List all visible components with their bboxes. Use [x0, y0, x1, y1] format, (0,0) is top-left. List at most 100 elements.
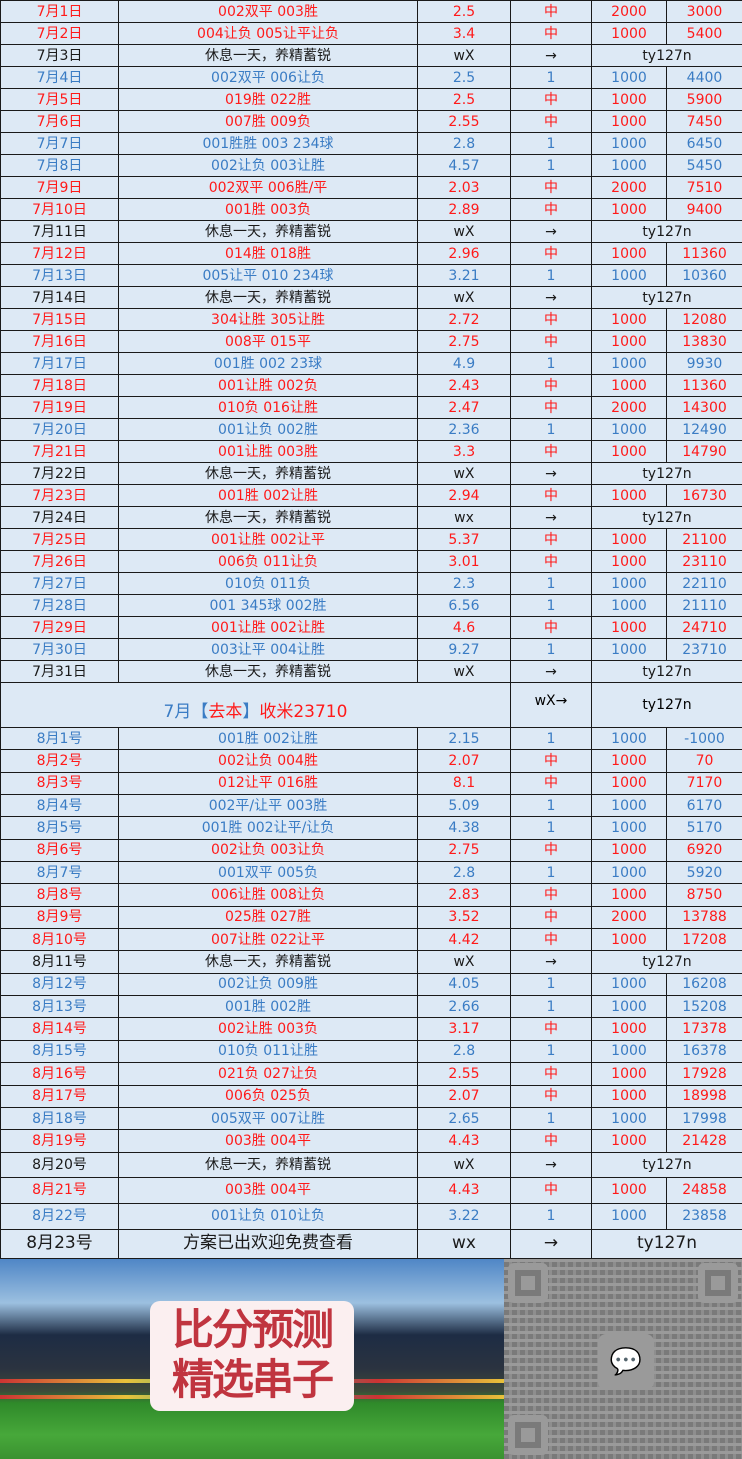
date-cell: 7月5日	[0, 88, 119, 111]
total-cell: 13830	[666, 330, 742, 353]
total-cell: 17208	[666, 928, 742, 952]
date-cell: 7月15日	[0, 308, 119, 331]
stake-cell: 1000	[591, 883, 667, 907]
picks-cell: 008平 015平	[118, 330, 418, 353]
total-cell: 11360	[666, 374, 742, 397]
picks-cell: 006让胜 008让负	[118, 883, 418, 907]
total-cell: 23110	[666, 550, 742, 573]
contact-cell: ty127n	[591, 1228, 742, 1259]
total-cell: 10360	[666, 264, 742, 287]
picks-cell: 001让胜 002让胜	[118, 616, 418, 639]
total-cell: 5450	[666, 154, 742, 177]
result-cell: →	[510, 950, 592, 974]
date-cell: 8月18号	[0, 1106, 119, 1131]
result-cell: →	[510, 660, 592, 683]
contact-cell: ty127n	[591, 950, 742, 974]
contact-cell: ty127n	[591, 462, 742, 485]
result-cell: 1	[510, 861, 592, 885]
stake-cell: 1000	[591, 550, 667, 573]
table-row-win: 7月15日 304让胜 305让胜 2.72 中 1000 12080	[0, 308, 742, 331]
stake-cell: 1000	[591, 110, 667, 133]
result-cell: 中	[510, 1062, 592, 1086]
promo-line-2: 精选串子	[171, 1354, 334, 1404]
stake-cell: 1000	[591, 1084, 667, 1108]
stake-cell: 1000	[591, 1176, 667, 1204]
picks-cell: 007让胜 022让平	[118, 928, 418, 952]
result-cell: 1	[510, 1039, 592, 1064]
result-cell: 1	[510, 816, 592, 840]
odds-cell: 2.36	[417, 418, 511, 441]
picks-cell: 001胜 002 23球	[118, 352, 418, 375]
total-cell: 5920	[666, 861, 742, 885]
total-cell: 21100	[666, 528, 742, 551]
date-cell: 7月1日	[0, 0, 119, 23]
picks-cell: 休息一天，养精蓄锐	[118, 286, 418, 309]
result-cell: 中	[510, 616, 592, 639]
table-row-win: 8月17号 006负 025负 2.07 中 1000 18998	[0, 1084, 742, 1108]
picks-cell: 006负 025负	[118, 1084, 418, 1108]
date-cell: 8月19号	[0, 1129, 119, 1153]
odds-cell: 2.96	[417, 242, 511, 265]
picks-cell: 休息一天，养精蓄锐	[118, 220, 418, 243]
table-row-loss: 8月7号 001双平 005负 2.8 1 1000 5920	[0, 861, 742, 885]
result-cell: 1	[510, 594, 592, 617]
result-cell: 中	[510, 1017, 592, 1041]
date-cell: 7月11日	[0, 220, 119, 243]
odds-cell: 3.3	[417, 440, 511, 463]
total-cell: 22110	[666, 572, 742, 595]
result-cell: 1	[510, 418, 592, 441]
date-cell: 7月30日	[0, 638, 119, 661]
stake-cell: 2000	[591, 396, 667, 419]
odds-cell: wx	[417, 506, 511, 529]
odds-cell: 2.07	[417, 1084, 511, 1108]
stake-cell: 1000	[591, 330, 667, 353]
result-cell: 1	[510, 995, 592, 1019]
date-cell: 7月31日	[0, 660, 119, 683]
odds-cell: 4.42	[417, 928, 511, 952]
stake-cell: 1000	[591, 928, 667, 952]
date-cell: 7月22日	[0, 462, 119, 485]
table-row-win: 8月2号 002让负 004胜 2.07 中 1000 70	[0, 749, 742, 773]
date-cell: 8月6号	[0, 838, 119, 863]
stake-cell: 1000	[591, 1129, 667, 1153]
result-cell: →	[510, 220, 592, 243]
odds-cell: 2.8	[417, 1039, 511, 1064]
stadium-image: 比分预测 精选串子	[0, 1258, 504, 1459]
stake-cell: 1000	[591, 1017, 667, 1041]
stake-cell: 1000	[591, 616, 667, 639]
table-row-win: 8月8号 006让胜 008让负 2.83 中 1000 8750	[0, 883, 742, 907]
picks-cell: 001让胜 002让平	[118, 528, 418, 551]
result-cell: 1	[510, 1202, 592, 1230]
stake-cell: 1000	[591, 995, 667, 1019]
table-row-rest: 8月23号 方案已出欢迎免费查看 wx → ty127n	[0, 1228, 742, 1259]
picks-cell: 001胜 002让平/让负	[118, 816, 418, 840]
date-cell: 7月23日	[0, 484, 119, 507]
stake-cell: 1000	[591, 1039, 667, 1064]
total-cell: 13788	[666, 905, 742, 930]
date-cell: 8月4号	[0, 794, 119, 818]
odds-cell: 2.47	[417, 396, 511, 419]
table-row-rest: 7月3日 休息一天，养精蓄锐 wX → ty127n	[0, 44, 742, 67]
date-cell: 8月1号	[0, 726, 119, 751]
qr-code[interactable]: 💬	[504, 1258, 742, 1459]
odds-cell: wX	[417, 286, 511, 309]
odds-cell: 2.55	[417, 1062, 511, 1086]
date-cell: 8月13号	[0, 995, 119, 1019]
result-cell: 1	[510, 132, 592, 155]
picks-cell: 014胜 018胜	[118, 242, 418, 265]
total-cell: 16730	[666, 484, 742, 507]
result-cell: 1	[510, 264, 592, 287]
result-cell: →	[510, 506, 592, 529]
picks-cell: 休息一天，养精蓄锐	[118, 660, 418, 683]
date-cell: 7月24日	[0, 506, 119, 529]
table-row-win: 8月19号 003胜 004平 4.43 中 1000 21428	[0, 1129, 742, 1153]
contact-cell: ty127n	[591, 660, 742, 683]
odds-cell: 2.72	[417, 308, 511, 331]
bracket-open: 【	[191, 701, 209, 722]
odds-cell: 3.17	[417, 1017, 511, 1041]
summary-text: 7月【去本】收米23710	[0, 682, 511, 728]
total-cell: 11360	[666, 242, 742, 265]
stake-cell: 1000	[591, 22, 667, 45]
table-row-win: 7月21日 001让胜 003胜 3.3 中 1000 14790	[0, 440, 742, 463]
picks-cell: 002平/让平 003胜	[118, 794, 418, 818]
